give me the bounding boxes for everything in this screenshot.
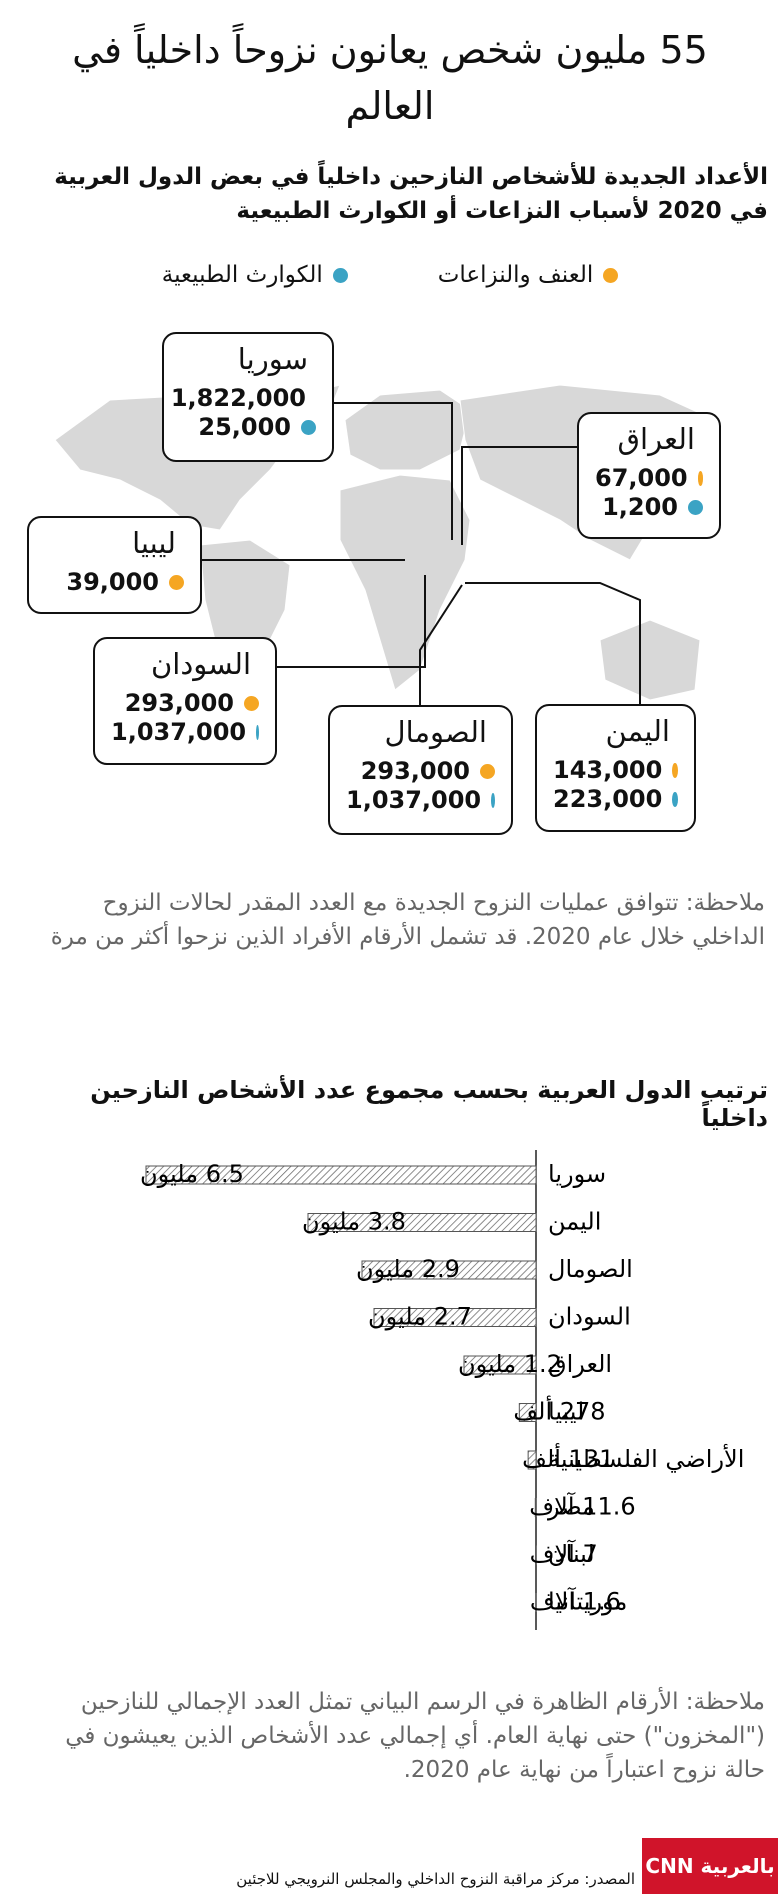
bar — [361, 1260, 537, 1280]
value-label: 1.2 مليون — [458, 1350, 562, 1378]
callout-row: 223,000 — [553, 785, 678, 814]
category-label: ليبيا — [548, 1398, 584, 1426]
callout: العراق 67,000 1,200 — [577, 412, 721, 539]
bar — [534, 1498, 537, 1517]
count: 223,000 — [553, 785, 663, 813]
callout-row: 67,000 — [595, 464, 703, 493]
country-name: العراق — [617, 422, 695, 456]
callout: سوريا 1,822,000 25,000 — [162, 332, 334, 462]
legend-dot — [332, 267, 348, 283]
count: 1,822,000 — [170, 384, 306, 412]
dot — [256, 725, 259, 740]
callout-row: 25,000 — [180, 413, 316, 442]
dot — [301, 420, 316, 435]
legend-item: الكوارث الطبيعية — [162, 262, 348, 288]
callout-row: 143,000 — [553, 756, 678, 785]
category-label: سوريا — [548, 1160, 606, 1188]
bar — [463, 1355, 537, 1375]
category-label: لبنان — [548, 1540, 595, 1568]
category-label: الأراضي الفلسطينية — [548, 1444, 744, 1473]
country-name: ليبيا — [132, 526, 176, 560]
category-label: موريتانيا — [548, 1588, 627, 1616]
callout: السودان 293,000 1,037,000 — [93, 637, 277, 765]
country-name: اليمن — [605, 714, 671, 748]
value-label: 2.7 مليون — [368, 1303, 472, 1331]
value-label: 278 ألف — [513, 1396, 605, 1426]
bar — [527, 1450, 537, 1470]
count: 25,000 — [198, 413, 291, 441]
legend-label: الكوارث الطبيعية — [161, 262, 323, 288]
value-label: 11.6 آلاف — [529, 1492, 635, 1521]
category-label: مصر — [547, 1493, 595, 1521]
dot — [672, 792, 678, 807]
leader-lines — [201, 402, 641, 705]
dot — [169, 575, 184, 590]
dot — [688, 500, 703, 515]
count: 143,000 — [553, 756, 663, 784]
note: ملاحظة: الأرقام الظاهرة في الرسم البياني… — [65, 1689, 765, 1783]
callout-row: 1,200 — [595, 493, 703, 522]
dot — [480, 764, 495, 779]
callout-row: 39,000 — [45, 568, 184, 597]
count: 1,200 — [602, 493, 678, 521]
dot — [697, 471, 703, 486]
count: 293,000 — [124, 689, 234, 717]
bar — [145, 1165, 537, 1185]
note: ملاحظة: تتوافق عمليات النزوح الجديدة مع … — [50, 890, 765, 950]
subtitle: الأعداد الجديدة للأشخاص النازحين داخلياً… — [54, 164, 768, 224]
legend: العنف والنزاعات الكوارث الطبيعية — [0, 262, 780, 288]
country-name: الصومال — [384, 715, 487, 749]
callout: اليمن 143,000 223,000 — [535, 704, 696, 832]
callout-row: 1,822,000 — [171, 384, 316, 413]
callout: الصومال 293,000 1,037,000 — [328, 705, 513, 835]
callout-row: 293,000 — [111, 689, 259, 718]
country-name: سوريا — [237, 342, 308, 376]
legend-label: العنف والنزاعات — [437, 262, 594, 288]
country-name: السودان — [150, 647, 251, 681]
bar — [307, 1213, 537, 1232]
dot — [491, 793, 495, 808]
title: 55 مليون شخص يعانون نزوحاً داخلياً في ال… — [72, 28, 708, 128]
category-label: السودان — [548, 1303, 631, 1331]
value-label: 6.5 مليون — [140, 1160, 244, 1188]
value-label: 131 ألف — [522, 1443, 614, 1473]
value-label: 1.6 آلاف — [530, 1587, 621, 1616]
count: 39,000 — [66, 568, 159, 596]
count: 1,037,000 — [346, 786, 482, 814]
count: 67,000 — [595, 464, 688, 492]
count: 293,000 — [360, 757, 470, 785]
count: 1,037,000 — [111, 718, 247, 746]
value-label: 2.9 مليون — [356, 1255, 460, 1283]
value-label: 3.8 مليون — [302, 1208, 406, 1236]
dot — [244, 696, 259, 711]
category-label: العراق — [548, 1350, 612, 1378]
callout-row: 293,000 — [346, 757, 495, 786]
bar — [518, 1403, 537, 1422]
value-label: 7 آلاف — [530, 1539, 598, 1568]
category-label: اليمن — [548, 1208, 601, 1236]
bar — [373, 1308, 537, 1327]
dot — [672, 763, 678, 778]
callout: ليبيا 39,000 — [27, 516, 202, 614]
logo: CNN بالعربية — [642, 1838, 778, 1894]
source: المصدر: مركز مراقبة النزوح الداخلي والمج… — [236, 1870, 635, 1888]
callout-row: 1,037,000 — [346, 786, 495, 815]
chart-title: ترتيب الدول العربية بحسب مجموع عدد الأشخ… — [90, 1076, 768, 1132]
legend-item: العنف والنزاعات — [437, 262, 619, 288]
category-label: الصومال — [548, 1255, 633, 1283]
callout-row: 1,037,000 — [111, 718, 259, 747]
legend-dot — [603, 267, 619, 283]
